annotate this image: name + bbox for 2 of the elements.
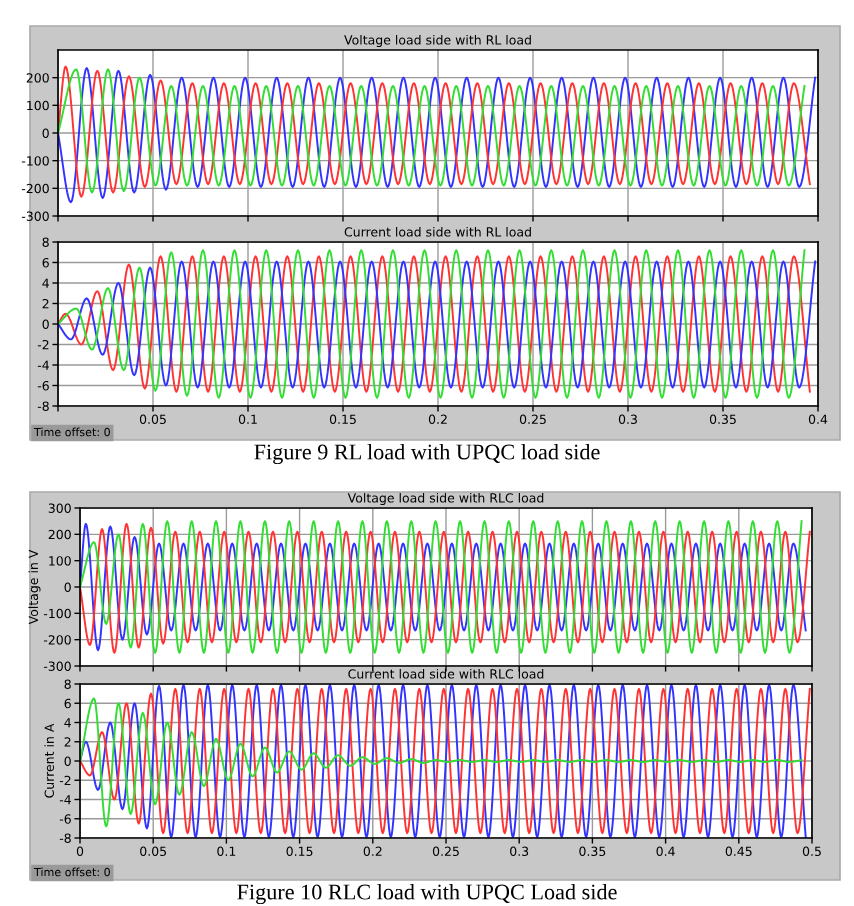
caption: Figure 9 RL load with UPQC load side [254,443,600,465]
caption: Figure 10 RLC load with UPQC Load side [237,883,617,905]
